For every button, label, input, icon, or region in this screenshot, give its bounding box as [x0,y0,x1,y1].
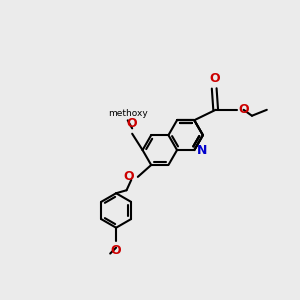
Text: methoxy: methoxy [108,109,148,118]
Text: O: O [123,170,134,183]
Text: O: O [110,244,121,257]
Text: O: O [238,103,249,116]
Text: O: O [209,72,220,85]
Text: N: N [197,145,207,158]
Text: O: O [126,117,137,130]
